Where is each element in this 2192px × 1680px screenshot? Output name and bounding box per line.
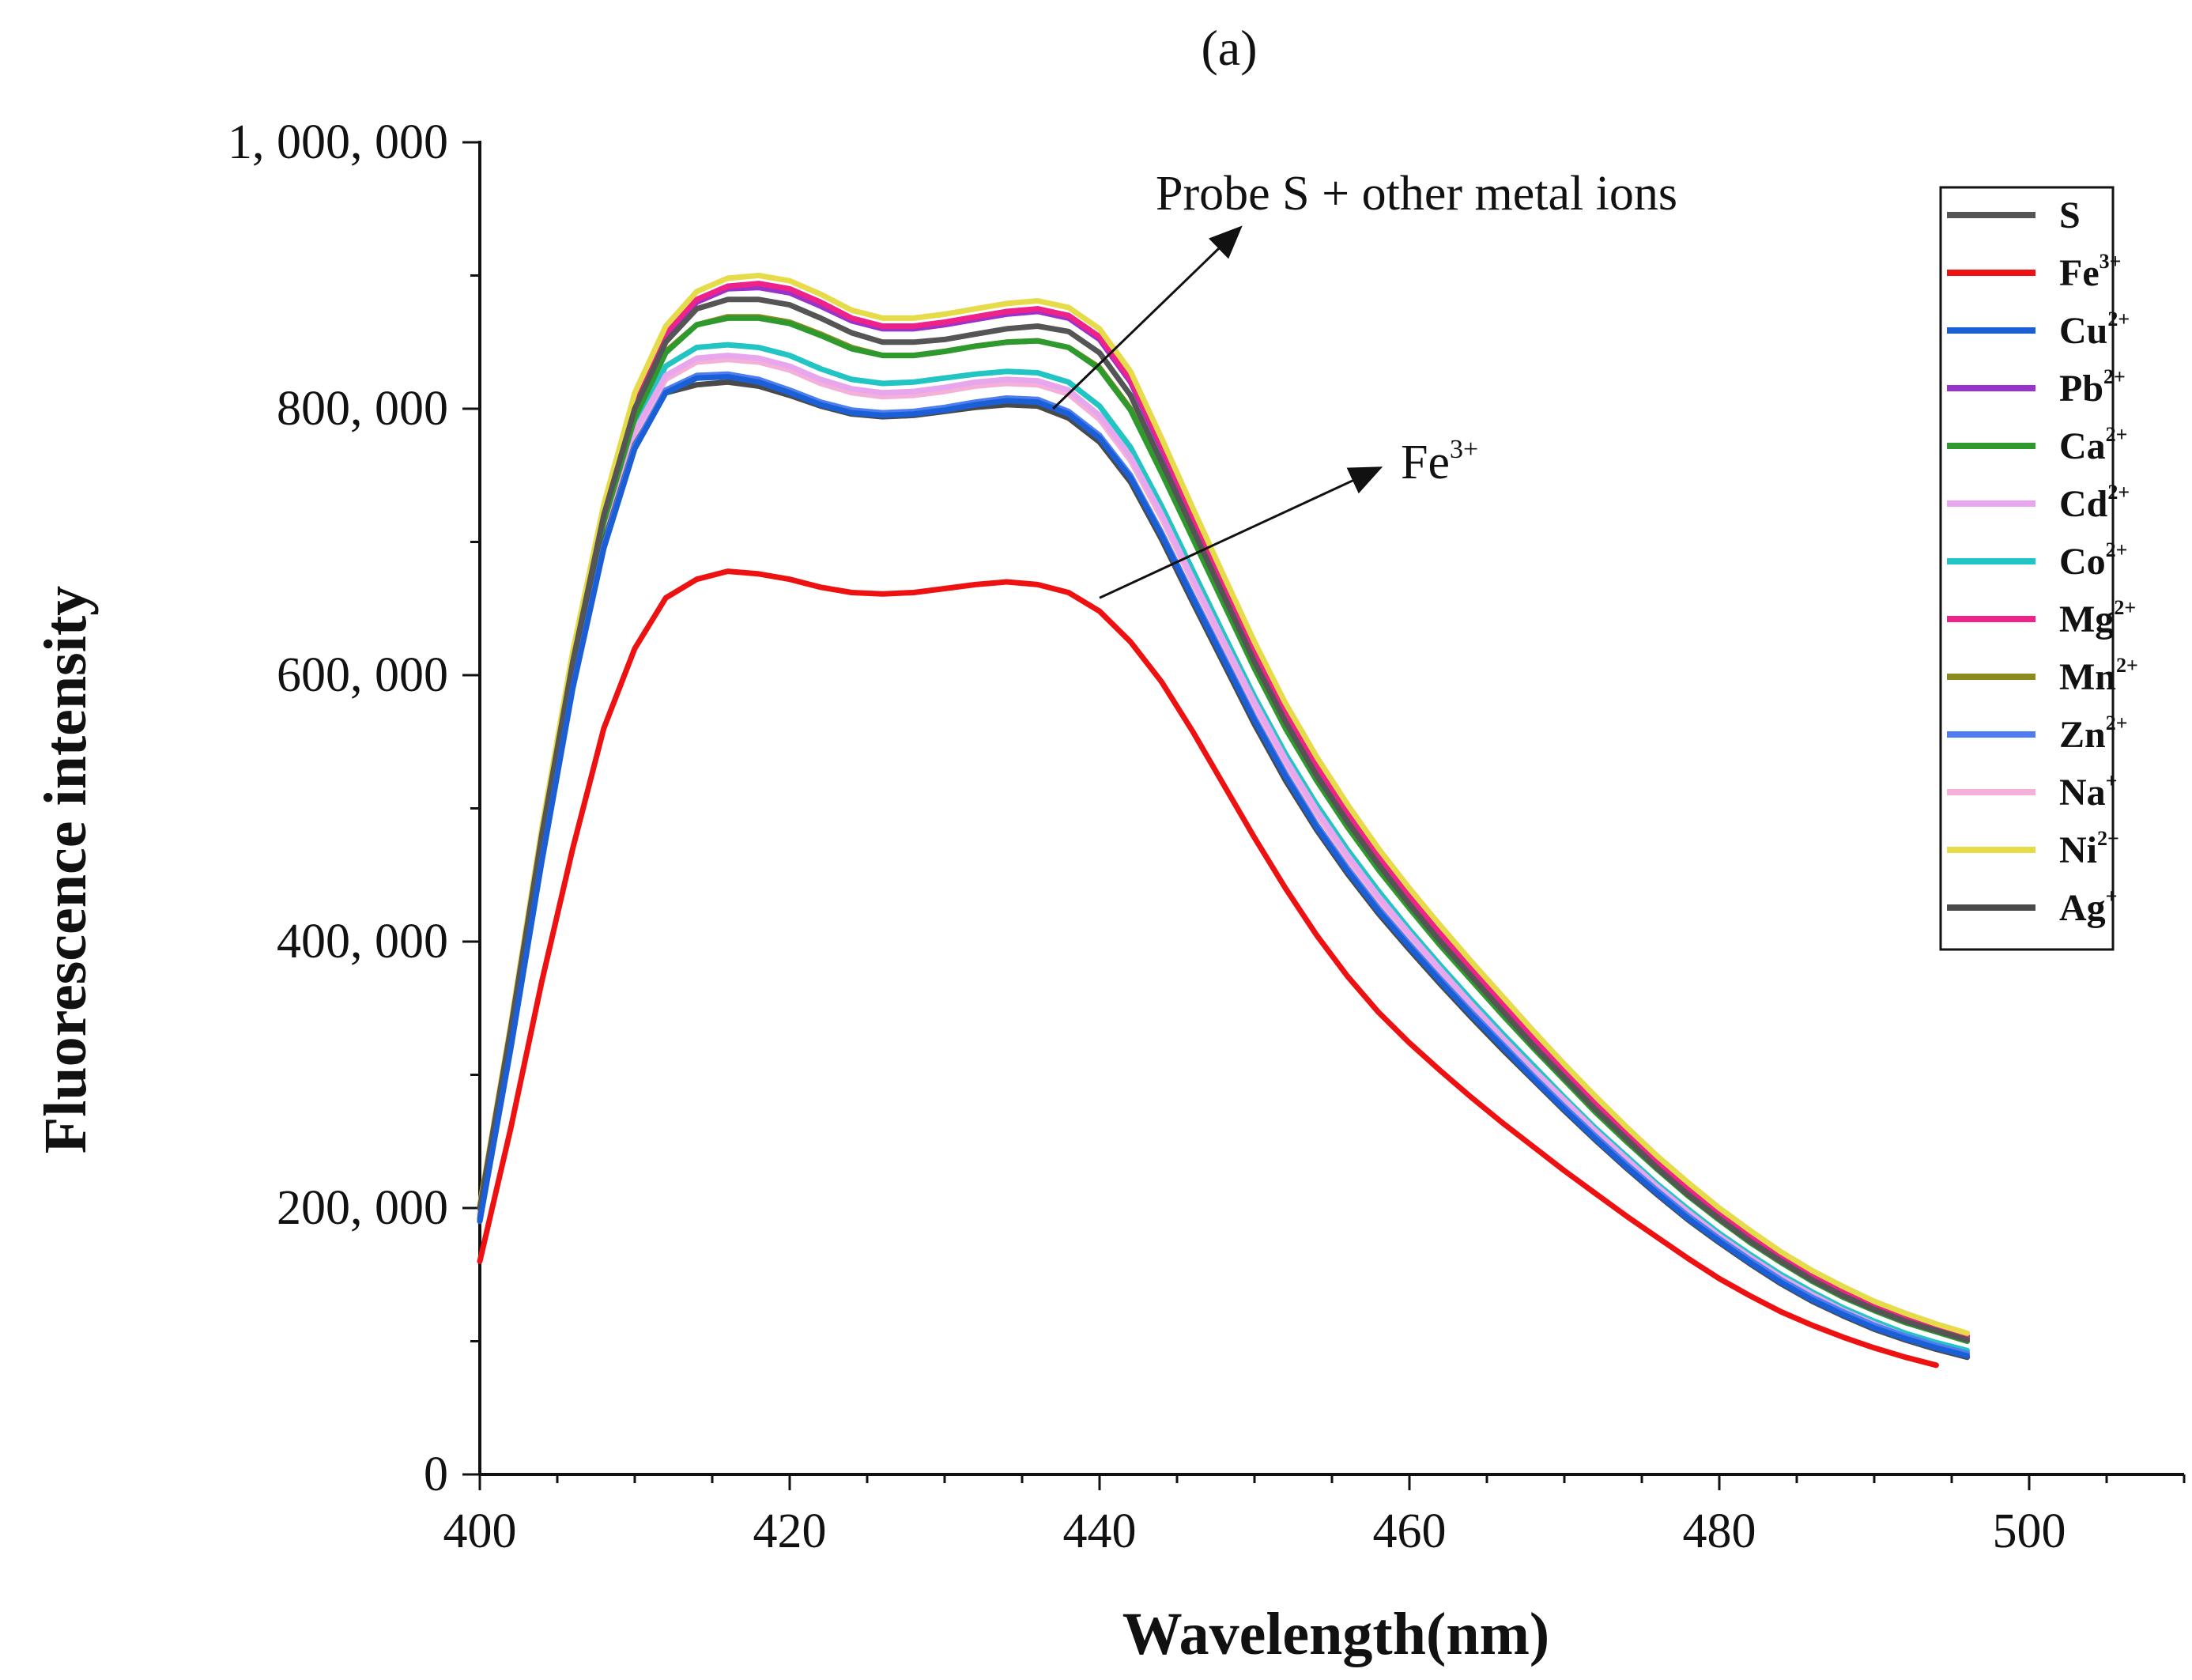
legend-label: Fe (2059, 252, 2100, 294)
x-tick-label: 480 (1683, 1504, 1756, 1558)
legend-entry-zn: Zn2+ (2059, 712, 2128, 756)
y-tick-label: 200, 000 (277, 1181, 448, 1235)
legend-label: Ni (2059, 829, 2097, 871)
legend-label: Co (2059, 541, 2106, 583)
legend-sup: 2+ (2114, 596, 2136, 619)
legend-entry-pb: Pb2+ (2059, 365, 2126, 410)
legend-entry-mn: Mn2+ (2059, 654, 2138, 698)
annotation-text: Probe S + other metal ions (1156, 167, 1677, 221)
legend-label: Na (2059, 772, 2106, 814)
legend-label: Cu (2059, 310, 2107, 352)
legend-sup: + (2106, 769, 2118, 792)
series-line-s (477, 296, 1971, 1343)
legend-box (1939, 186, 2115, 951)
series-line-pb (477, 285, 1971, 1340)
annotation-label: Probe S + other metal ions (1156, 167, 1677, 221)
legend-sup: 3+ (2100, 250, 2122, 273)
x-tick-label: 460 (1373, 1504, 1447, 1558)
legend-sup: 2+ (2106, 712, 2128, 734)
legend-sup: + (2106, 885, 2118, 908)
legend-entry-co: Co2+ (2059, 538, 2128, 583)
series-line-cu (477, 374, 1971, 1359)
series-line-ni (477, 273, 1971, 1336)
legend-entry-cu: Cu2+ (2059, 308, 2130, 352)
series-line-cd (477, 353, 1971, 1357)
x-ticks: 400 420 440 460 480 500 (443, 1474, 2186, 1558)
annotation-arrow (1052, 225, 1243, 410)
annotation-arrow (1099, 466, 1383, 599)
legend-entry-ca: Ca2+ (2059, 423, 2128, 467)
series-layer (477, 273, 1971, 1369)
legend-label: Ca (2059, 425, 2106, 467)
series-line-ca (477, 315, 1971, 1344)
legend-sup: 2+ (2106, 538, 2128, 561)
y-tick-label: 800, 000 (277, 382, 448, 436)
legend-sup: 2+ (2106, 423, 2128, 446)
series-line-mn (477, 314, 1971, 1342)
legend-entry-ag: Ag+ (2059, 885, 2118, 929)
legend-label: Zn (2059, 714, 2106, 756)
legend-sup: 2+ (2107, 481, 2130, 504)
legend-label: S (2059, 194, 2081, 236)
series-line-ag (477, 379, 1971, 1361)
legend-sup: 2+ (2107, 308, 2130, 330)
panel-label: (a) (1201, 20, 1257, 76)
annotation-layer: Probe S + other metal ions Fe3+ (1052, 167, 1677, 599)
legend-label: Mg (2059, 598, 2114, 640)
y-ticks: 0 200, 000 400, 000 600, 000 800, 000 1, 000,… (228, 115, 480, 1501)
y-tick-label: 400, 000 (277, 915, 448, 968)
x-axis-title: Wavelength(nm) (1122, 1601, 1549, 1667)
legend-label: Ag (2059, 887, 2106, 929)
legend-entry-cd: Cd2+ (2059, 481, 2130, 525)
series-line-na (477, 357, 1971, 1361)
legend-sup: 2+ (2103, 365, 2126, 388)
y-tick-label: 600, 000 (277, 648, 448, 702)
series-line-co (477, 342, 1971, 1353)
series-line-fe (477, 568, 1939, 1369)
legend-sup: 2+ (2097, 827, 2119, 850)
x-tick-label: 420 (753, 1504, 827, 1558)
x-tick-label: 400 (443, 1504, 517, 1558)
legend-entry-na: Na+ (2059, 769, 2118, 814)
legend-label: Cd (2059, 483, 2108, 525)
legend-entry-ni: Ni2+ (2059, 827, 2119, 871)
legend-label: Mn (2059, 656, 2116, 698)
legend: SFe3+Cu2+Pb2+Ca2+Cd2+Co2+Mg2+Mn2+Zn2+Na+… (1939, 186, 2138, 951)
y-tick-label: 0 (424, 1448, 448, 1501)
legend-label: Pb (2059, 368, 2103, 410)
x-tick-label: 440 (1063, 1504, 1137, 1558)
y-axis-title: Fluorescence intensity (32, 586, 99, 1153)
y-tick-label: 1, 000, 000 (228, 115, 448, 169)
x-tick-label: 500 (1993, 1504, 2066, 1558)
series-line-zn (477, 371, 1971, 1357)
series-line-mg (477, 281, 1971, 1339)
annotation-sup: 3+ (1450, 435, 1478, 464)
legend-sup: 2+ (2116, 654, 2138, 677)
annotation-label: Fe3+ (1401, 435, 1478, 489)
annotation-text: Fe (1401, 436, 1450, 489)
legend-entry-fe: Fe3+ (2059, 250, 2121, 294)
legend-entry-s: S (2059, 194, 2081, 236)
legend-entry-mg: Mg2+ (2059, 596, 2136, 640)
